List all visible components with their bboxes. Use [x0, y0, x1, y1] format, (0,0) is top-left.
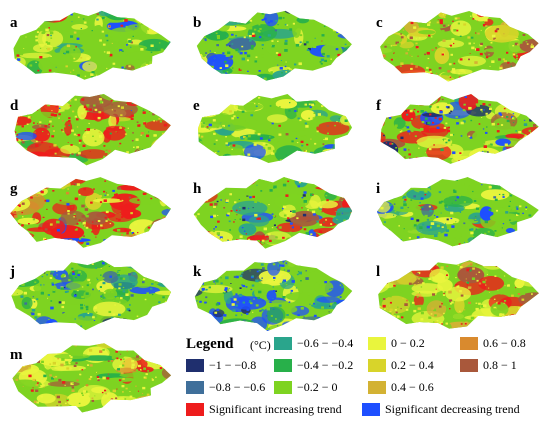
map-raster	[377, 177, 539, 247]
legend-item-02-04: 0.2 − 0.4	[368, 358, 434, 372]
legend-swatch	[368, 380, 386, 394]
legend-item-significant-decreasing: Significant decreasing trend	[362, 402, 520, 416]
legend-label: Significant decreasing trend	[385, 401, 520, 416]
map-panel-e	[198, 94, 352, 163]
legend-label: −0.2 − 0	[297, 379, 338, 394]
panel-label-a: a	[10, 15, 18, 31]
legend-item-04-06: 0.4 − 0.6	[368, 380, 434, 394]
map-panel-m	[12, 343, 172, 413]
map-panel-h	[193, 177, 353, 249]
panel-label-i: i	[376, 181, 381, 197]
legend-label: Significant increasing trend	[209, 401, 342, 416]
legend-item-0-02: 0 − 0.2	[368, 336, 425, 350]
panel-label-b: b	[193, 15, 202, 31]
legend-swatch	[186, 380, 204, 394]
panel-label-k: k	[193, 264, 202, 280]
map-raster	[380, 11, 539, 82]
legend-unit: (°C)	[250, 338, 271, 352]
legend-label: −0.4 − −0.2	[297, 357, 354, 372]
legend-item-neg04-neg02: −0.4 − −0.2	[274, 358, 353, 372]
legend-item-neg08-neg06: −0.8 − −0.6	[186, 380, 265, 394]
panel-label-m: m	[10, 347, 23, 363]
legend-swatch	[460, 358, 478, 372]
legend-label: 0 − 0.2	[391, 335, 425, 350]
legend-swatch	[368, 336, 386, 350]
legend-item-08-1: 0.8 − 1	[460, 358, 517, 372]
legend-swatch	[274, 358, 292, 372]
legend-item-06-08: 0.6 − 0.8	[460, 336, 526, 350]
legend-item-significant-increasing: Significant increasing trend	[186, 402, 342, 416]
legend-item-neg02-0: −0.2 − 0	[274, 380, 338, 394]
map-panel-l	[378, 260, 539, 329]
legend-title: Legend	[186, 336, 234, 352]
legend-label: 0.6 − 0.8	[483, 335, 526, 350]
legend-item-neg1-neg08: −1 − −0.8	[186, 358, 256, 372]
legend: Legend (°C) −1 − −0.8 −0.8 − −0.6 −0.6 −…	[176, 334, 548, 438]
panel-label-g: g	[10, 181, 18, 197]
legend-swatch	[274, 336, 292, 350]
legend-swatch	[186, 358, 204, 372]
map-panel-b	[196, 10, 352, 81]
legend-label: −0.6 − −0.4	[297, 335, 354, 350]
legend-swatch	[274, 380, 292, 394]
legend-label: 0.4 − 0.6	[391, 379, 434, 394]
panel-label-l: l	[376, 264, 381, 280]
map-panel-j	[11, 260, 172, 331]
legend-swatch	[460, 336, 478, 350]
legend-swatch	[362, 402, 380, 416]
legend-swatch	[368, 358, 386, 372]
map-panel-i	[377, 177, 539, 247]
map-panel-a	[13, 10, 171, 80]
legend-item-neg06-neg04: −0.6 − −0.4	[274, 336, 353, 350]
panel-label-c: c	[376, 15, 383, 31]
map-panel-g	[10, 177, 171, 248]
legend-label: −1 − −0.8	[209, 357, 257, 372]
panel-label-f: f	[376, 98, 381, 114]
panel-label-d: d	[10, 98, 19, 114]
map-panel-d	[14, 94, 171, 166]
legend-label: 0.8 − 1	[483, 357, 517, 372]
panel-label-h: h	[193, 181, 202, 197]
map-panel-c	[380, 11, 539, 82]
legend-swatch	[186, 402, 204, 416]
map-panel-f	[380, 94, 539, 164]
legend-label: 0.2 − 0.4	[391, 357, 434, 372]
legend-label: −0.8 − −0.6	[209, 379, 266, 394]
panel-label-e: e	[193, 98, 200, 114]
panel-label-j: j	[10, 264, 15, 280]
